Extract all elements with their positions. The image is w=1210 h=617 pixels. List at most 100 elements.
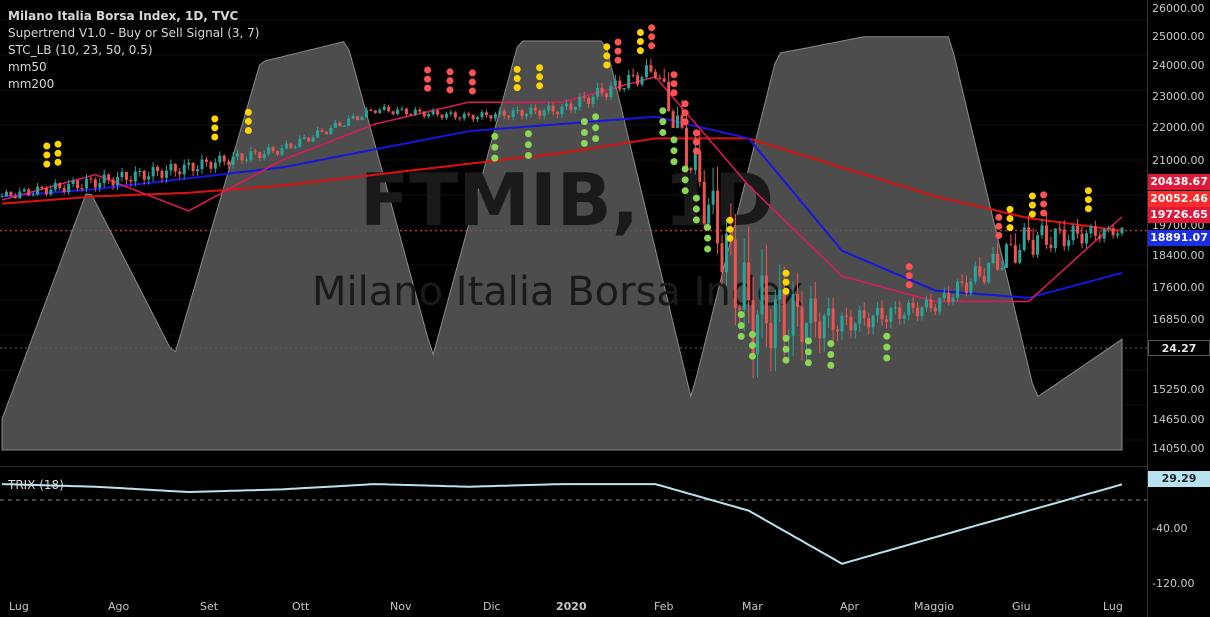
candle-body [333,122,337,128]
signal-dot [1084,205,1092,213]
signal-dot [670,89,678,97]
candle-body [236,153,240,157]
signal-dot [681,165,689,173]
price-tick: 21000.00 [1152,154,1205,167]
candle-body [160,171,164,178]
signal-dot [681,118,689,126]
signal-dot [491,154,499,162]
price-tick: 25000.00 [1152,30,1205,43]
candle-body [658,78,662,80]
signal-dot [524,141,532,149]
legend-trix[interactable]: TRIX (18) [8,478,64,492]
candle-body [18,191,22,199]
candle-body [44,188,48,195]
signal-dot [883,354,891,362]
candle-body [987,262,991,283]
signal-dot [995,213,1003,221]
candle-body [622,88,626,90]
signal-dot [905,272,913,280]
legend-mm50[interactable]: mm50 [8,60,47,74]
signal-dot [244,127,252,134]
candle-body [969,281,973,294]
signal-dot [704,245,712,253]
candle-body [271,147,275,152]
candle-body [889,308,893,322]
candle-body [262,153,266,159]
candle-body [1031,239,1035,255]
signal-dot [648,33,656,41]
candle-body [747,262,751,301]
candle-body [800,307,804,342]
candle-body [196,169,200,172]
candle-body [738,307,742,310]
candle-body [102,174,106,184]
candle-body [809,298,813,324]
price-axis-border [1147,0,1148,617]
candle-body [591,96,595,104]
signal-dot [536,82,544,90]
candle-body [342,126,346,128]
time-tick: Maggio [914,600,954,613]
signal-dot [648,24,656,32]
candle-body [609,85,613,97]
candle-body [653,71,657,79]
candle-body [369,109,373,111]
candle-body [978,266,982,276]
candle-body [244,159,248,161]
legend-mm200[interactable]: mm200 [8,77,55,91]
signal-dot [883,343,891,351]
candle-body [520,110,524,117]
signal-dot [491,143,499,151]
signal-dot [827,351,835,358]
legend-stc[interactable]: STC_LB (10, 23, 50, 0.5) [8,43,153,57]
signal-dot [54,140,62,148]
time-tick: Feb [654,600,674,613]
trix-tick: -40.00 [1152,522,1188,535]
supertrend-line [1,75,1123,303]
candle-body [511,110,515,117]
candle-body [1044,225,1048,245]
signal-dot [603,43,611,51]
candle-body [947,292,951,302]
candle-body [4,191,8,197]
candle-body [138,170,142,172]
signal-dot [681,187,689,195]
candle-body [209,161,213,169]
symbol-title[interactable]: Milano Italia Borsa Index, 1D, TVC [8,9,239,23]
candle-body [587,97,591,104]
candle-body [298,138,302,147]
candle-body [1027,227,1031,240]
signal-dot [468,87,476,95]
candle-body [893,307,897,309]
candle-body [253,151,257,153]
signal-dot [782,287,790,295]
signal-dot [580,129,588,136]
candle-body [604,93,608,97]
candle-body [1107,228,1111,230]
candle-body [40,186,44,189]
legend-supertrend[interactable]: Supertrend V1.0 - Buy or Sell Signal (3,… [8,26,260,40]
trix-line [1,483,1123,565]
candle-body [862,310,866,319]
candle-body [547,105,551,111]
candle-body [62,188,66,193]
candle-body [662,78,666,82]
candle-body [302,137,306,139]
signal-dot [648,42,656,50]
candle-body [124,171,128,180]
candle-body [764,275,768,323]
candle-body [1053,228,1057,249]
candle-body [884,319,888,322]
candle-body [222,155,226,162]
signal-dot [244,117,252,125]
signal-dot [1040,200,1048,208]
candle-body [702,181,706,224]
signal-dot [726,216,734,224]
candle-body [724,233,728,273]
pane-divider[interactable] [0,466,1148,467]
stc-area [1,36,1123,451]
candle-body [471,114,475,120]
tag-last-price: 20052.46 [1148,191,1210,207]
